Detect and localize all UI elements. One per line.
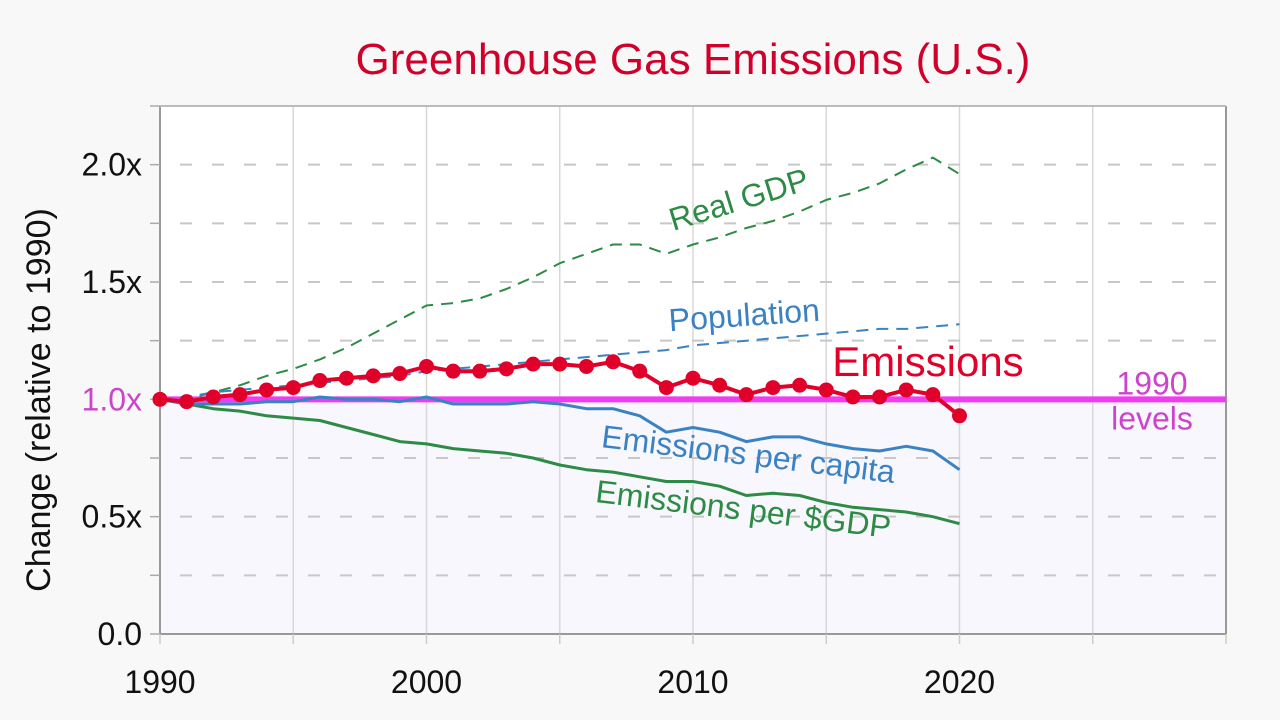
x-tick-label: 2010 [657, 664, 728, 700]
data-point-emissions [259, 382, 275, 398]
data-point-emissions [205, 389, 221, 405]
data-point-emissions [179, 394, 195, 410]
reference-label-year: 1990 [1116, 365, 1187, 401]
gridlines [160, 105, 1226, 634]
y-tick-label: 2.0x [82, 147, 142, 183]
data-point-emissions [152, 391, 168, 407]
data-point-emissions [632, 363, 648, 379]
data-point-emissions [312, 373, 328, 389]
data-point-emissions [498, 361, 514, 377]
data-point-emissions [925, 387, 941, 403]
data-point-emissions [898, 382, 914, 398]
y-axis-label: Change (relative to 1990) [20, 208, 58, 592]
series-label-emissions: Emissions [832, 338, 1023, 385]
data-point-emissions [872, 389, 888, 405]
data-point-emissions [472, 363, 488, 379]
data-point-emissions [339, 370, 355, 386]
data-point-emissions [232, 387, 248, 403]
data-point-emissions [285, 380, 301, 396]
x-tick-label: 2020 [924, 664, 995, 700]
data-point-emissions [952, 408, 967, 424]
tick-labels: 0.0 0.5x 1.0x 1.5x 2.0x 1990 2000 2010 2020 [82, 147, 996, 700]
data-point-emissions [552, 356, 568, 372]
data-point-emissions [765, 380, 781, 396]
data-point-emissions [685, 370, 701, 386]
data-point-emissions [792, 377, 808, 393]
x-tick-label: 2000 [391, 664, 462, 700]
data-point-emissions [845, 389, 861, 405]
chart-title: Greenhouse Gas Emissions (U.S.) [356, 35, 1031, 84]
y-tick-label: 1.0x [82, 381, 142, 417]
data-point-emissions [712, 377, 728, 393]
data-point-emissions [738, 387, 754, 403]
axes [150, 105, 1227, 644]
data-point-emissions [818, 382, 834, 398]
data-point-emissions [658, 380, 674, 396]
data-point-emissions [525, 356, 541, 372]
data-point-emissions [445, 363, 461, 379]
data-point-emissions [392, 366, 408, 382]
data-point-emissions [365, 368, 381, 384]
data-point-emissions [605, 354, 621, 370]
data-point-emissions [578, 358, 594, 374]
series-group [152, 156, 967, 526]
x-tick-label: 1990 [124, 664, 195, 700]
series-line-emissions-per-gdp [159, 397, 960, 526]
y-tick-label: 0.0 [98, 616, 142, 652]
series-line-emissions-per-capita [159, 395, 961, 471]
data-point-emissions [419, 358, 434, 374]
y-tick-label: 0.5x [82, 499, 142, 535]
reference-label-levels: levels [1111, 400, 1193, 436]
series-line-real-gdp [160, 156, 961, 401]
y-tick-label: 1.5x [82, 264, 142, 300]
